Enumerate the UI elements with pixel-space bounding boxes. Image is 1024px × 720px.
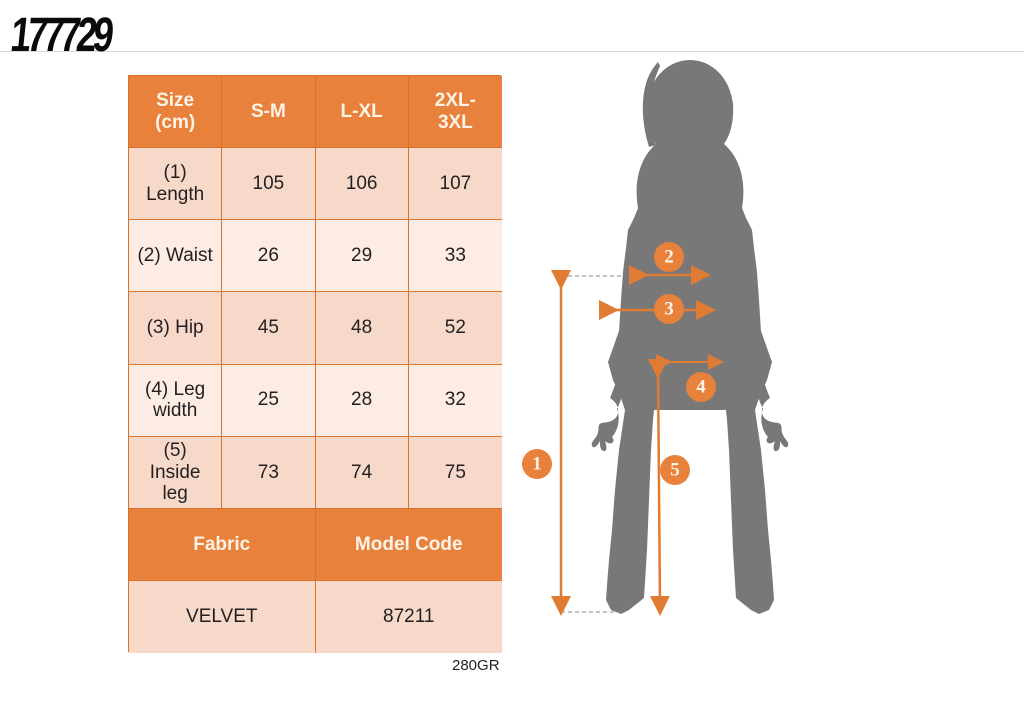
svg-text:3: 3 bbox=[664, 299, 674, 320]
svg-text:5: 5 bbox=[670, 460, 680, 481]
svg-text:1: 1 bbox=[532, 454, 542, 475]
svg-text:2: 2 bbox=[664, 247, 674, 268]
svg-text:4: 4 bbox=[696, 377, 706, 398]
